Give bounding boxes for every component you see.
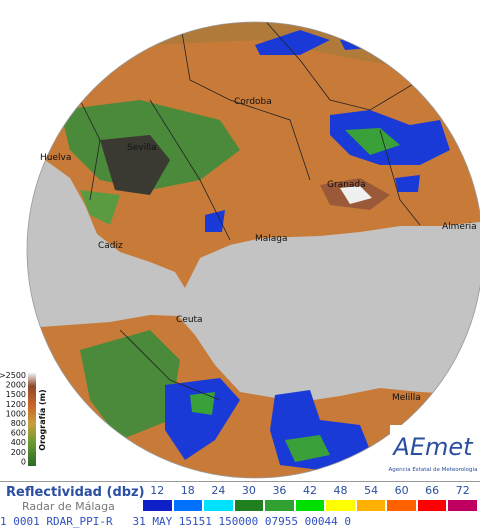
orography-label: 1200 [6, 400, 26, 409]
scale-swatch [143, 500, 172, 511]
scale-label: 72 [455, 484, 470, 497]
city-label: Granada [327, 180, 366, 190]
scale-swatch [448, 500, 477, 511]
scale-swatch [234, 500, 264, 511]
reflectivity-scale: 12 18 24 30 36 42 48 54 60 66 72 [142, 484, 478, 512]
precipitation-echoes [165, 30, 450, 470]
scale-swatch [204, 500, 233, 511]
orography-label: 2000 [6, 381, 26, 390]
city-label: Almeria [442, 222, 477, 232]
aemet-logo: AEmet Agencia Estatal de Meteorología [389, 425, 478, 477]
logo-text: AEmet [391, 433, 474, 461]
logo-subtitle: Agencia Estatal de Meteorología [389, 466, 478, 473]
city-label: Malaga [255, 234, 288, 244]
legend-subtitle: Radar de Málaga [22, 500, 115, 513]
orography-label: 600 [11, 429, 26, 438]
scale-label: 60 [394, 484, 409, 497]
rif-green [80, 330, 180, 440]
scale-label: 54 [364, 484, 379, 497]
reflectivity-legend: Reflectividad (dbz) Radar de Málaga 12 18… [0, 481, 480, 514]
echo [395, 175, 420, 192]
scale-swatch [417, 500, 447, 511]
orography-panel [2, 370, 50, 470]
orography-label: >2500 [0, 371, 26, 380]
echo [190, 392, 215, 415]
logo-box [390, 425, 476, 477]
orography-bar [28, 372, 36, 466]
orography-label: 1000 [6, 409, 26, 418]
city-label: Huelva [40, 153, 71, 163]
terrain-north [27, 22, 480, 80]
echo [205, 210, 225, 232]
scale-swatch [173, 500, 203, 511]
city-labels: Cordoba Huelva Sevilla Granada Malaga Ca… [40, 97, 477, 403]
orography-label: 400 [11, 438, 26, 447]
orography-label: 800 [11, 419, 26, 428]
radar-map: © Agencia Estatal de Meteorología Cordob… [0, 5, 480, 479]
orography-label: 1500 [6, 390, 26, 399]
iberia-land [27, 22, 480, 288]
echo [285, 435, 330, 462]
city-label: Cordoba [234, 97, 272, 107]
orography-label: 0 [21, 457, 26, 466]
city-label: Sevilla [127, 143, 157, 153]
scale-swatch [356, 500, 386, 511]
scale-label: 66 [425, 484, 440, 497]
echo [165, 378, 240, 460]
scale-label: 30 [241, 484, 256, 497]
lowland-dark [100, 135, 170, 195]
city-label: Cadiz [98, 241, 123, 251]
radar-range-ring [26, 21, 480, 479]
city-label: Ceuta [176, 315, 203, 325]
scale-swatch [295, 500, 325, 511]
scale-swatch [326, 500, 355, 511]
orography-title: Orografía (m) [38, 389, 47, 450]
scale-label: 36 [272, 484, 287, 497]
scale-label: 24 [211, 484, 226, 497]
city-label: Melilla [392, 393, 421, 403]
scale-label: 18 [180, 484, 195, 497]
orography-label: 200 [11, 448, 26, 457]
snow [340, 186, 372, 204]
echo [255, 30, 330, 55]
scale-label: 12 [150, 484, 165, 497]
scale-label: 42 [302, 484, 317, 497]
scale-swatch [265, 500, 294, 511]
radar-coverage [27, 22, 480, 478]
scale-label: 48 [333, 484, 348, 497]
echo [345, 128, 400, 155]
scale-swatch [387, 500, 416, 511]
copyright: © Agencia Estatal de Meteorología [4, 5, 161, 15]
status-line: 1 0001 RDAR_PPI-R 31 MAY 15151 150000 07… [0, 513, 480, 530]
legend-title: Reflectividad (dbz) [6, 485, 145, 500]
